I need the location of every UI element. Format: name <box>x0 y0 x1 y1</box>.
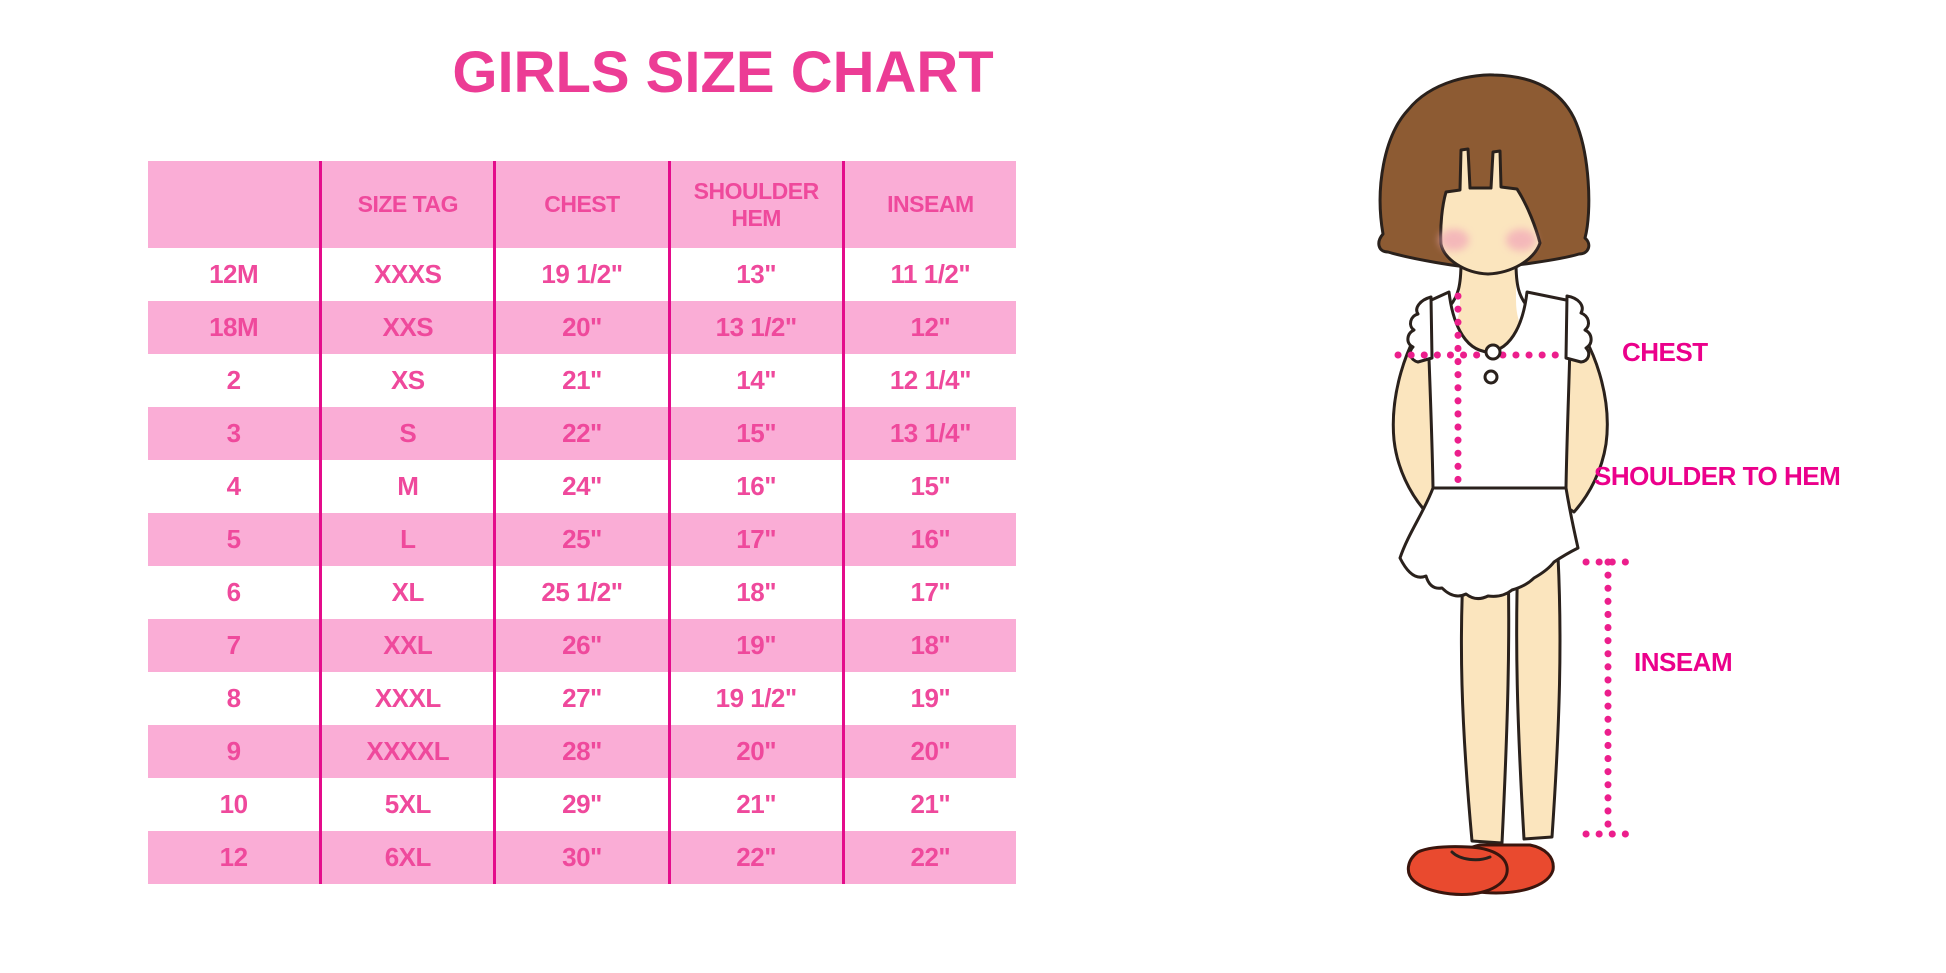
cell-size-tag: XXXXL <box>320 725 497 778</box>
cell-chest: 26" <box>494 619 671 672</box>
table-row: 10 5XL 29" 21" 21" <box>148 778 1016 831</box>
page-title: GIRLS SIZE CHART <box>452 40 994 105</box>
cell-inseam: 21" <box>910 789 951 819</box>
cell-shoulder-hem: 19 1/2" <box>669 672 845 725</box>
cell-inseam: 13 1/4" <box>889 418 972 448</box>
cell-shoulder-hem: 14" <box>669 354 845 407</box>
cell-shoulder-hem: 22" <box>669 831 845 884</box>
size-table-header: SIZE TAG CHEST SHOULDER HEM INSEAM <box>148 161 1016 248</box>
cell-shoulder-hem: 21" <box>669 778 845 831</box>
table-row: 8 XXXL 27" 19 1/2" 19" <box>148 672 1016 725</box>
cell-inseam: 17" <box>910 577 951 607</box>
left-shoe <box>1406 845 1509 896</box>
table-row: 12 6XL 30" 22" 22" <box>148 831 1016 884</box>
header-cell-shoulder-hem: SHOULDER HEM <box>669 161 845 248</box>
table-row: 2 XS 21" 14" 12 1/4" <box>148 354 1016 407</box>
cell-chest: 25" <box>494 513 671 566</box>
cell-chest: 24" <box>494 460 671 513</box>
table-row: 9 XXXXL 28" 20" 20" <box>148 725 1016 778</box>
cell-age: 6 <box>148 566 323 619</box>
cell-chest: 21" <box>494 354 671 407</box>
cell-size-tag: XXXS <box>320 248 497 301</box>
cell-age: 12M <box>148 248 323 301</box>
cell-inseam: 11 1/2" <box>890 259 971 289</box>
cell-age: 3 <box>148 407 323 460</box>
table-row: 12M XXXS 19 1/2" 13" 11 1/2" <box>148 248 1016 301</box>
cell-age: 8 <box>148 672 323 725</box>
cell-chest: 20" <box>494 301 671 354</box>
chest-label: CHEST <box>1622 337 1708 367</box>
inseam-label: INSEAM <box>1634 647 1733 677</box>
right-shoulder-ruffle <box>1564 294 1593 364</box>
top-button <box>1484 343 1502 361</box>
cell-age: 5 <box>148 513 323 566</box>
cell-shoulder-hem: 19" <box>669 619 845 672</box>
cell-age: 18M <box>148 301 323 354</box>
cell-chest: 27" <box>494 672 671 725</box>
cell-inseam: 15" <box>910 471 951 501</box>
table-row: 4 M 24" 16" 15" <box>148 460 1016 513</box>
bottom-button <box>1483 369 1499 385</box>
cell-size-tag: L <box>320 513 497 566</box>
table-row: 18M XXS 20" 13 1/2" 12" <box>148 301 1016 354</box>
cell-chest: 28" <box>494 725 671 778</box>
cell-inseam: 18" <box>910 630 951 660</box>
cell-shoulder-hem: 16" <box>669 460 845 513</box>
neck <box>1440 250 1536 350</box>
right-leg <box>1515 554 1562 841</box>
cell-shoulder-hem: 18" <box>669 566 845 619</box>
header-cell-size-tag: SIZE TAG <box>320 161 497 248</box>
cell-shoulder-hem: 17" <box>669 513 845 566</box>
cell-size-tag: XXXL <box>320 672 497 725</box>
table-row: 3 S 22" 15" 13 1/4" <box>148 407 1016 460</box>
cell-shoulder-hem: 15" <box>669 407 845 460</box>
cell-inseam: 12 1/4" <box>889 365 972 395</box>
right-blush <box>1506 229 1536 251</box>
table-row: 7 XXL 26" 19" 18" <box>148 619 1016 672</box>
cell-inseam: 22" <box>910 842 951 872</box>
cell-size-tag: M <box>320 460 497 513</box>
shoulder-to-hem-label: SHOULDER TO HEM <box>1594 461 1841 491</box>
cell-size-tag: XL <box>320 566 497 619</box>
table-row: 5 L 25" 17" 16" <box>148 513 1016 566</box>
header-cell-blank <box>148 161 323 248</box>
cell-inseam: 16" <box>910 524 951 554</box>
cell-inseam: 20" <box>910 736 951 766</box>
toddler-girl-illustration <box>1377 73 1636 896</box>
cell-age: 12 <box>148 831 323 884</box>
cell-shoulder-hem: 13" <box>669 248 845 301</box>
cell-age: 10 <box>148 778 323 831</box>
cell-chest: 25 1/2" <box>494 566 671 619</box>
cell-age: 9 <box>148 725 323 778</box>
cell-size-tag: XXL <box>320 619 497 672</box>
header-cell-chest: CHEST <box>494 161 671 248</box>
cell-chest: 30" <box>494 831 671 884</box>
cell-age: 7 <box>148 619 323 672</box>
cell-chest: 22" <box>494 407 671 460</box>
table-row: 6 XL 25 1/2" 18" 17" <box>148 566 1016 619</box>
cell-size-tag: 6XL <box>320 831 497 884</box>
shoe-strap <box>1450 850 1492 862</box>
header-row: SIZE TAG CHEST SHOULDER HEM INSEAM <box>148 161 1016 248</box>
header-cell-inseam: INSEAM <box>887 191 974 217</box>
left-blush <box>1439 229 1469 251</box>
cell-chest: 19 1/2" <box>494 248 671 301</box>
cell-inseam: 12" <box>910 312 951 342</box>
cell-chest: 29" <box>494 778 671 831</box>
cell-shoulder-hem: 13 1/2" <box>669 301 845 354</box>
girls-size-table: SIZE TAG CHEST SHOULDER HEM INSEAM 12M XX… <box>148 161 1016 884</box>
cell-age: 4 <box>148 460 323 513</box>
cell-size-tag: XS <box>320 354 497 407</box>
size-table-body: 12M XXXS 19 1/2" 13" 11 1/2" 18M XXS 20" 13 1/2… <box>148 248 1016 884</box>
left-leg <box>1459 554 1511 845</box>
cell-age: 2 <box>148 354 323 407</box>
cell-shoulder-hem: 20" <box>669 725 845 778</box>
cell-inseam: 19" <box>910 683 951 713</box>
cell-size-tag: 5XL <box>320 778 497 831</box>
neck-outline-left <box>1448 260 1463 308</box>
cell-size-tag: S <box>320 407 497 460</box>
ruffle-skirt <box>1398 486 1580 601</box>
cell-size-tag: XXS <box>320 301 497 354</box>
